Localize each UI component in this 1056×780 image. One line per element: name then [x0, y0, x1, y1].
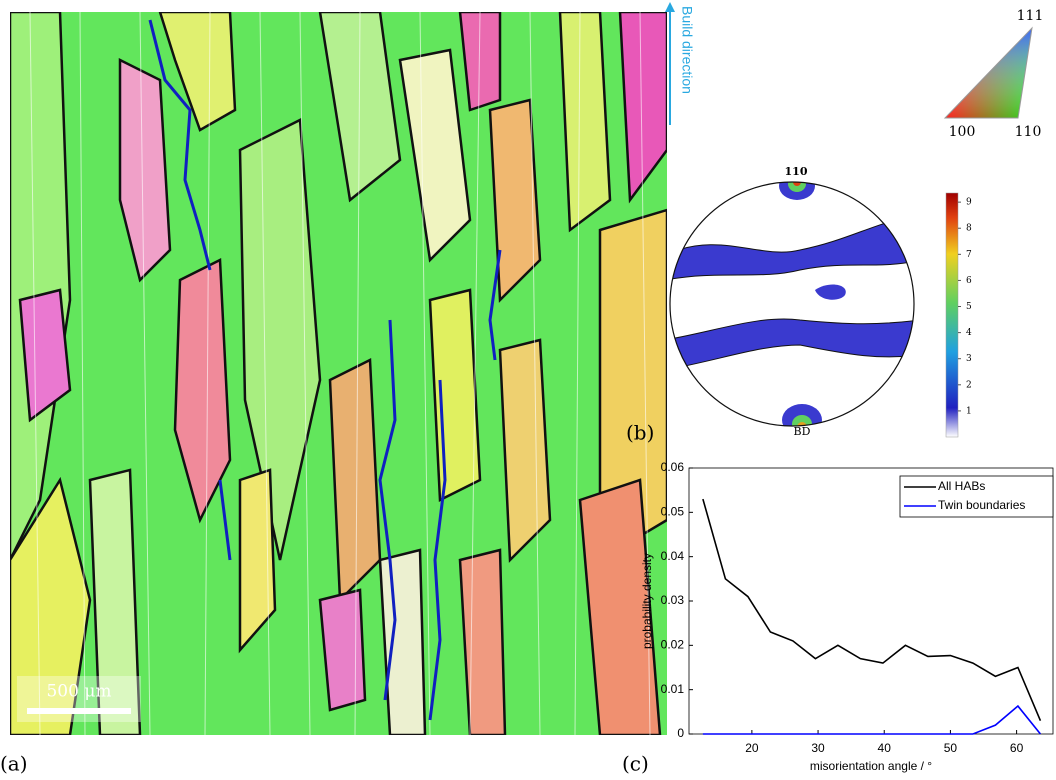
y-tick-label: 0.06 [661, 460, 685, 474]
scale-bar [27, 708, 131, 714]
y-tick-label: 0.03 [661, 593, 685, 607]
grain [598, 208, 667, 563]
x-tick-label: 20 [745, 741, 759, 755]
ipf-label: 110 [1015, 124, 1042, 140]
grain [498, 338, 552, 563]
grain [118, 57, 172, 283]
x-tick-label: 50 [944, 741, 958, 755]
grain [328, 358, 382, 603]
colorbar-tick-label: 6 [966, 276, 972, 286]
y-tick-label: 0.01 [661, 682, 685, 696]
grain [10, 476, 92, 735]
pole-figure-label: BD [794, 425, 811, 438]
grain [578, 478, 662, 735]
pole-figure-title: 110 [785, 165, 808, 178]
grain [318, 12, 402, 203]
x-axis-label: misorientation angle / ° [810, 759, 932, 773]
panel-label: (a) [0, 752, 28, 776]
colorbar-tick-label: 2 [966, 380, 972, 390]
grain [238, 118, 322, 561]
colorbar-tick-label: 3 [966, 354, 972, 364]
contour-band [670, 214, 914, 281]
grain [318, 588, 367, 712]
legend-label: Twin boundaries [938, 498, 1025, 512]
colorbar-tick-label: 7 [966, 250, 972, 260]
x-tick-label: 30 [811, 741, 825, 755]
scale-bar-box [17, 676, 141, 722]
legend-box [899, 475, 1054, 518]
twin-boundaries [148, 19, 502, 721]
y-tick-label: 0.02 [661, 638, 685, 652]
ebsd-map [10, 12, 667, 735]
grain [488, 98, 542, 303]
grain [158, 12, 237, 132]
grain [458, 12, 502, 112]
colorbar-tick-label: 1 [966, 406, 972, 416]
legend-label: All HABs [938, 479, 985, 493]
x-tick-label: 60 [1010, 741, 1024, 755]
x-tick-label: 40 [878, 741, 892, 755]
grain [428, 288, 482, 502]
ipf-label: 111 [1017, 8, 1044, 24]
grain [88, 468, 142, 735]
pole-figure-contours [670, 182, 914, 426]
contour-pole [797, 422, 807, 426]
build-direction-label: Build direction [679, 6, 695, 94]
colorbar-tick-label: 5 [966, 302, 972, 312]
grain [558, 12, 612, 233]
series-line [702, 498, 1042, 722]
ipf-triangle-overlay [943, 26, 1033, 119]
contour-blob [815, 284, 846, 300]
y-tick-label: 0.05 [661, 505, 685, 519]
colorbar-tick-label: 8 [966, 224, 972, 234]
y-axis-label: probability density [640, 553, 654, 649]
boundary-lines [29, 12, 651, 735]
grain [618, 12, 667, 204]
ipf-label: 100 [949, 124, 976, 140]
scale-bar-label: 500 μm [46, 682, 111, 702]
series-line [702, 704, 1042, 735]
build-arrow-head [665, 2, 675, 12]
contour-pole [793, 182, 801, 186]
grain [173, 258, 232, 524]
grains [10, 12, 667, 735]
low-angle-boundaries [29, 12, 651, 735]
colorbar-tick-label: 9 [966, 198, 972, 208]
colorbar-tick-label: 4 [966, 328, 972, 338]
contour-band [670, 318, 914, 371]
grain [18, 288, 72, 423]
colorbar [945, 192, 959, 438]
y-tick-label: 0 [677, 726, 684, 740]
y-tick-label: 0.04 [661, 549, 685, 563]
panel-label: (c) [622, 752, 649, 776]
panel-label: (b) [626, 421, 654, 445]
grain [238, 468, 277, 654]
grain [398, 48, 472, 263]
grain [458, 548, 507, 735]
pole-figure-circle [669, 181, 915, 427]
